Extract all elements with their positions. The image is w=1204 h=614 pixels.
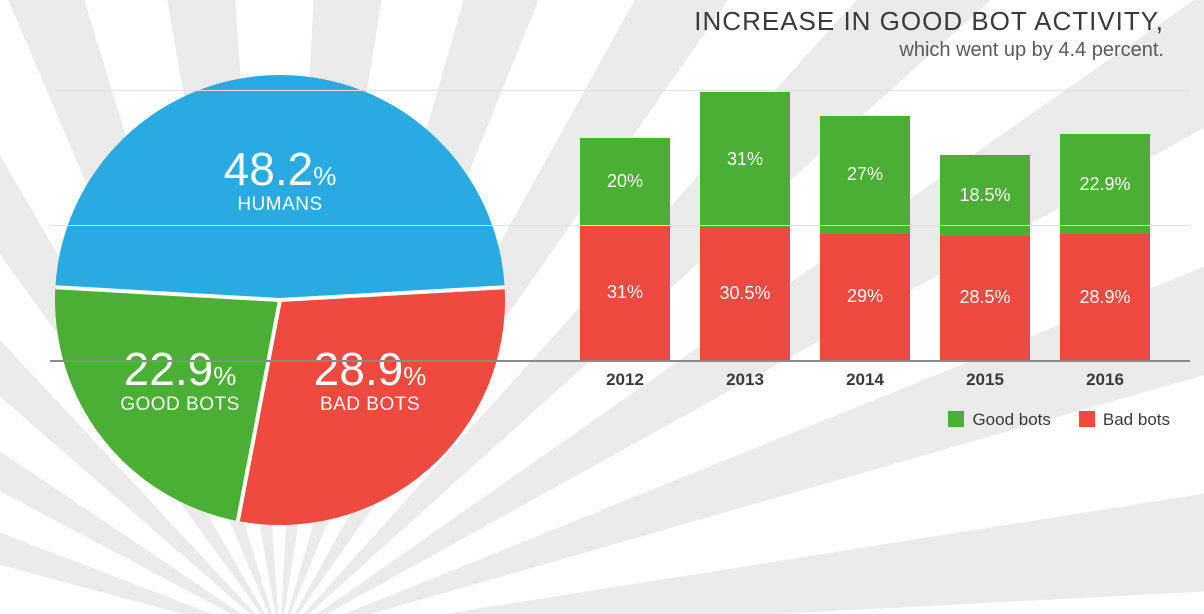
bar-baseline <box>50 360 1190 362</box>
bar-chart: 31%20%30.5%31%29%27%28.5%18.5%28.9%22.9%… <box>570 90 1170 420</box>
pie-label-badbots: 28.9% BAD BOTS <box>280 345 460 415</box>
gridline <box>50 225 1190 226</box>
pie-caption-badbots: BAD BOTS <box>280 395 460 415</box>
bar-seg-bad: 31% <box>580 225 670 360</box>
percent-sign: % <box>403 361 426 391</box>
bar-xlabel: 2015 <box>940 370 1030 390</box>
header: INCREASE IN GOOD BOT ACTIVITY, which wen… <box>694 6 1164 62</box>
bar-seg-good: 20% <box>580 138 670 225</box>
pie-caption-goodbots: GOOD BOTS <box>90 395 270 415</box>
legend-item: Good bots <box>948 410 1050 430</box>
pie-chart: 48.2% HUMANS 28.9% BAD BOTS 22.9% GOOD B… <box>55 75 505 525</box>
bar-seg-bad: 28.9% <box>1060 234 1150 360</box>
percent-sign: % <box>213 361 236 391</box>
bar-seg-good: 18.5% <box>940 155 1030 236</box>
bar-seg-bad: 30.5% <box>700 227 790 360</box>
gridline <box>50 90 1190 91</box>
legend-swatch <box>948 411 964 427</box>
bar-seg-good: 22.9% <box>1060 134 1150 234</box>
pie-label-goodbots: 22.9% GOOD BOTS <box>90 345 270 415</box>
header-title: INCREASE IN GOOD BOT ACTIVITY, <box>694 6 1164 37</box>
bar-xlabels: 2012 2013 2014 2015 2016 <box>570 370 1170 400</box>
legend-label: Good bots <box>972 410 1050 429</box>
pie-label-humans: 48.2% HUMANS <box>170 145 390 215</box>
percent-sign: % <box>313 161 336 191</box>
legend-label: Bad bots <box>1103 410 1170 429</box>
bar-seg-bad: 28.5% <box>940 236 1030 360</box>
pie-value-humans: 48.2 <box>224 143 314 195</box>
bar-xlabel: 2013 <box>700 370 790 390</box>
bar-xlabel: 2012 <box>580 370 670 390</box>
bar-legend: Good bots Bad bots <box>570 410 1170 430</box>
bar-xlabel: 2014 <box>820 370 910 390</box>
header-subtitle: which went up by 4.4 percent. <box>694 39 1164 62</box>
pie-caption-humans: HUMANS <box>170 195 390 215</box>
bar-seg-bad: 29% <box>820 234 910 360</box>
pie-value-goodbots: 22.9 <box>124 343 214 395</box>
bar-seg-good: 31% <box>700 92 790 227</box>
legend-item: Bad bots <box>1079 410 1170 430</box>
bar-seg-good: 27% <box>820 116 910 234</box>
legend-swatch <box>1079 411 1095 427</box>
bar-xlabel: 2016 <box>1060 370 1150 390</box>
pie-value-badbots: 28.9 <box>314 343 404 395</box>
